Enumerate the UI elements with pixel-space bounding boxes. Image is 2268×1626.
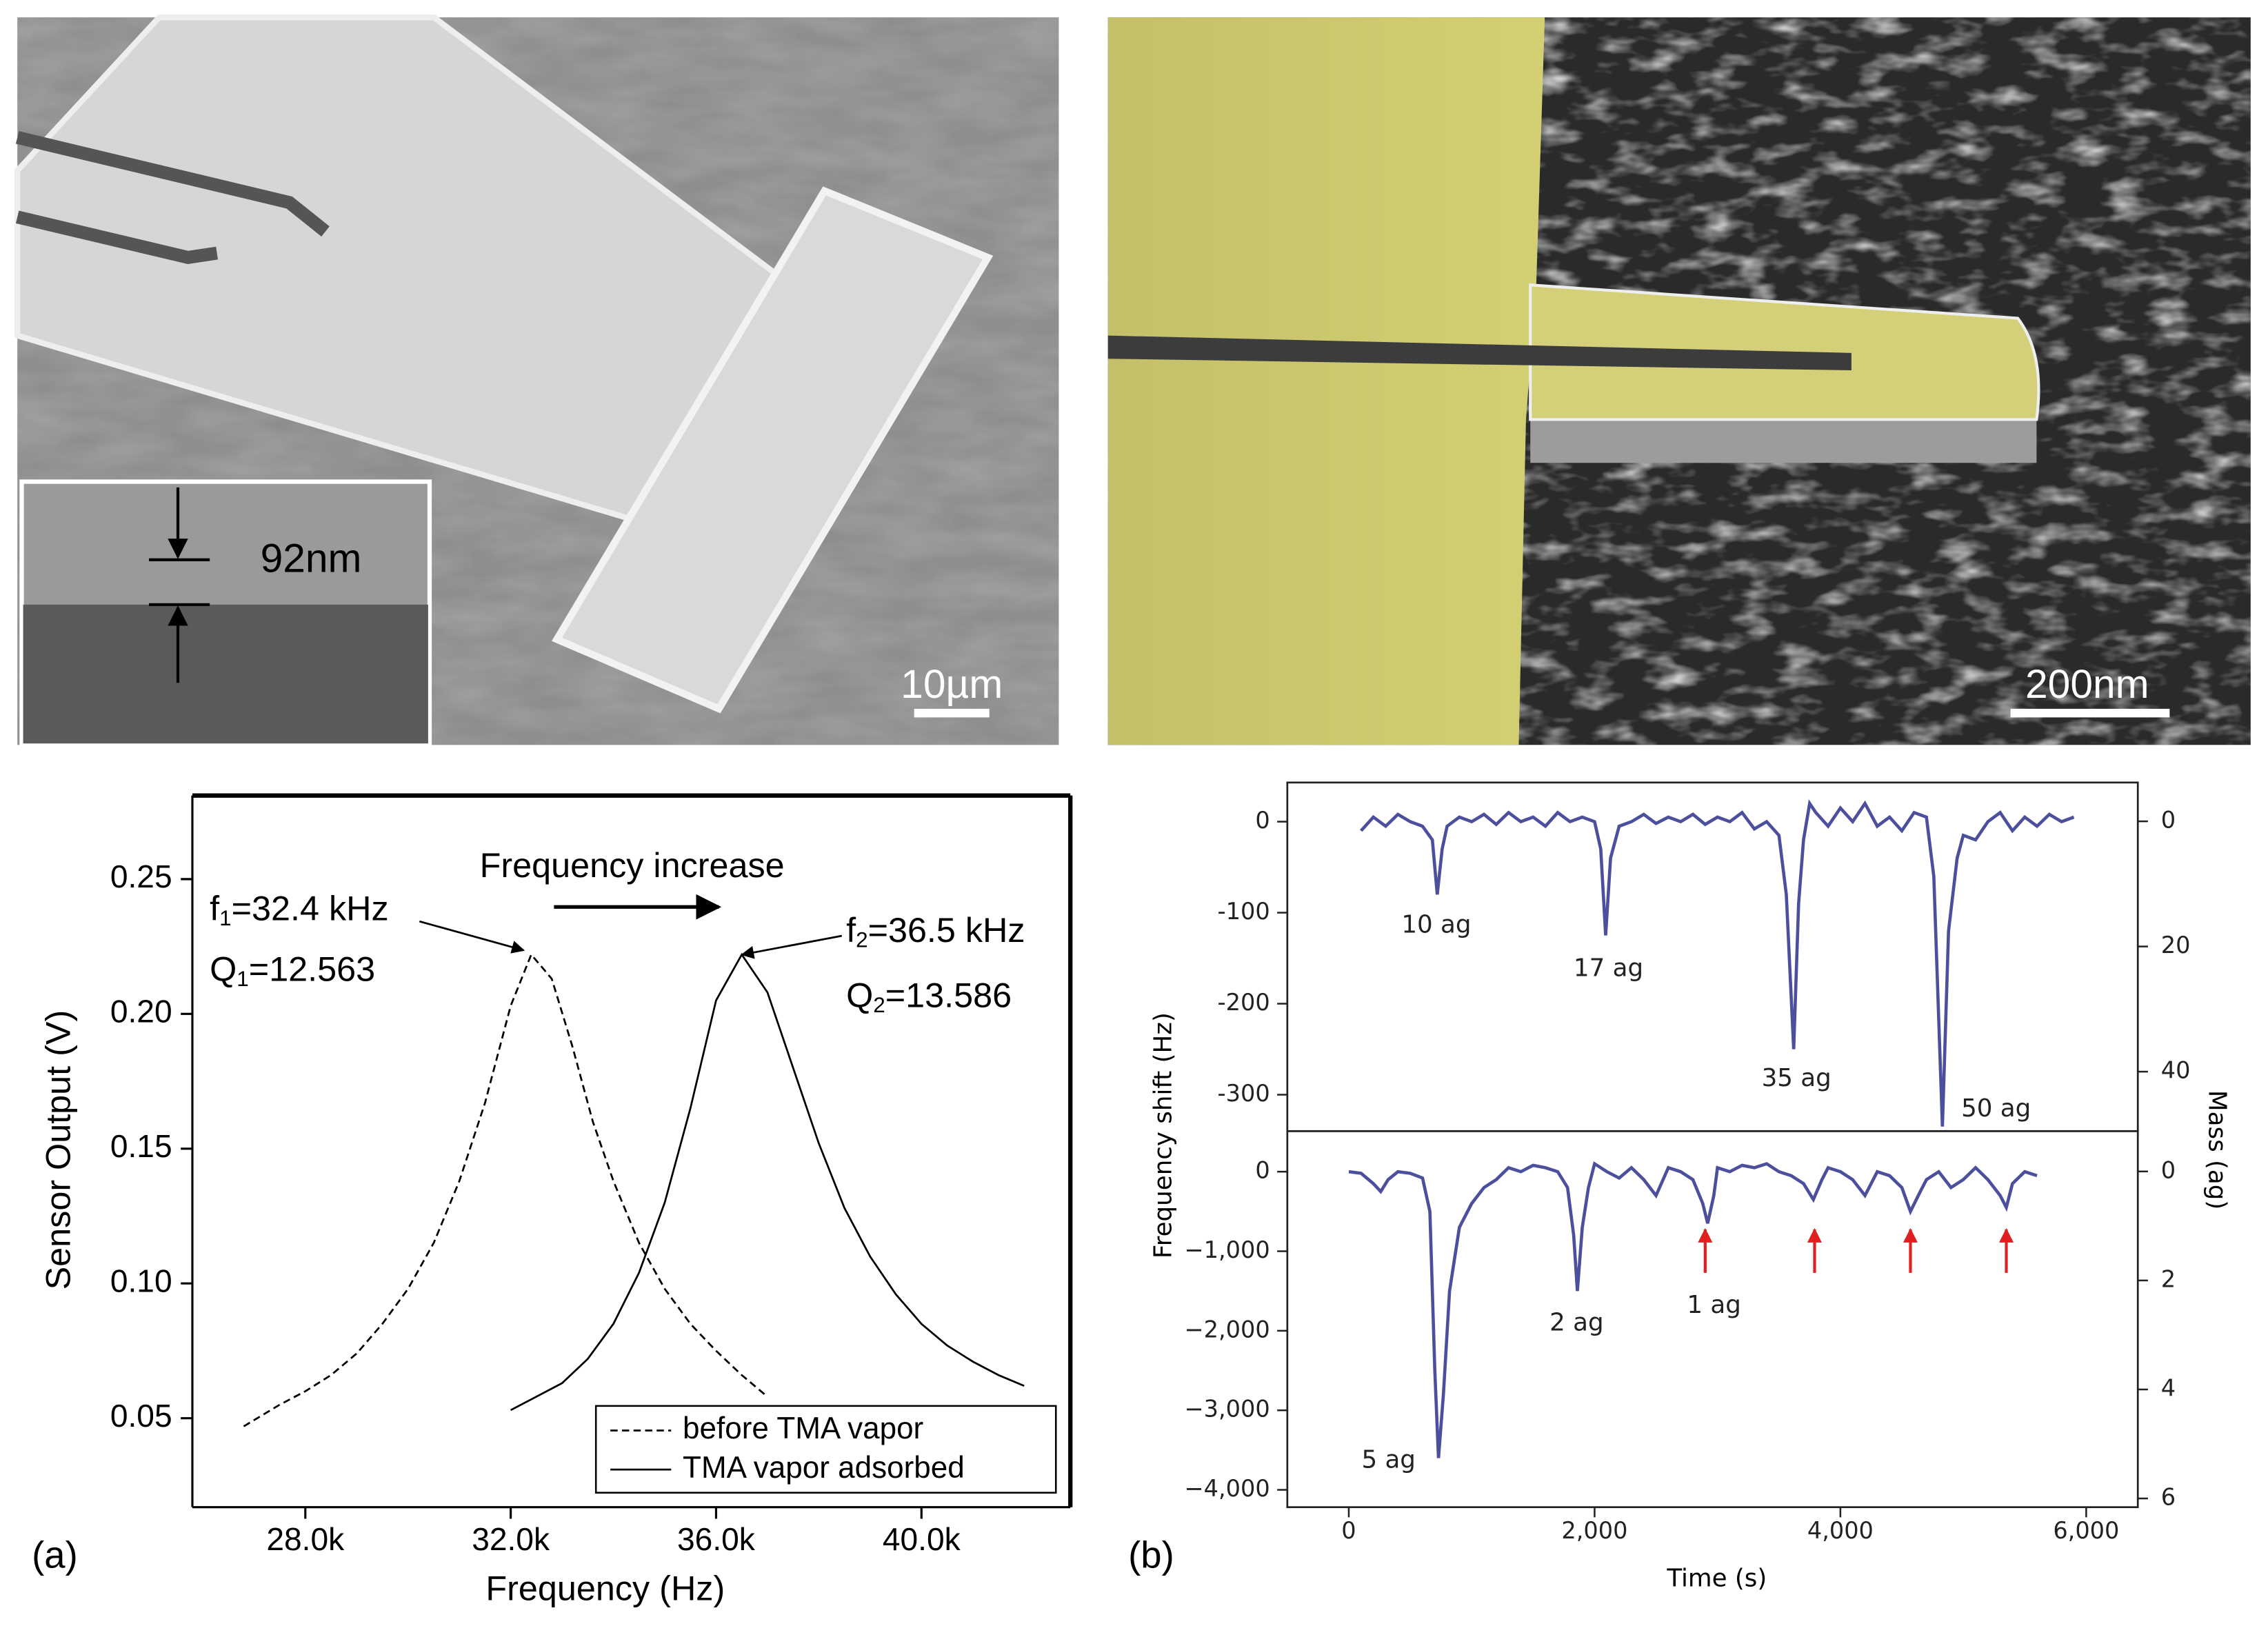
scale-bar-label: 200nm [2025,662,2149,707]
y2-tick-label: 6 [2161,1484,2176,1511]
data-line [1348,1161,2038,1458]
data-line [243,952,768,1427]
y2-tick-label: 20 [2161,932,2191,958]
x-tick-label: 0 [1341,1517,1356,1544]
peak-label: 5 ag [1361,1446,1415,1474]
y-tick-label: 0.10 [110,1263,172,1298]
sem-image-right: 200nm [1107,17,2251,745]
annotation-arrow [741,934,843,959]
y-tick-label: 0.25 [110,859,172,894]
y-tick-label: −1,000 [1185,1236,1270,1263]
x-tick-label: 40.0k [883,1521,961,1557]
y-tick-label: −3,000 [1185,1396,1270,1423]
y-tick-label: 0.05 [110,1398,172,1434]
peak-label: 50 ag [1961,1094,2031,1123]
x-tick-label: 28.0k [266,1521,345,1557]
panel-label: (b) [1128,1534,1174,1576]
annotation-part: =13.586 [885,976,1012,1015]
x-tick-label: 32.0k [472,1521,550,1557]
y2-tick-label: 40 [2161,1057,2191,1084]
peak-label: 2 ag [1549,1308,1603,1336]
annotation-part: f [210,889,220,928]
y-tick-label: −4,000 [1185,1475,1270,1502]
y-tick-label: 0.20 [110,994,172,1030]
legend-label: TMA vapor adsorbed [683,1451,965,1485]
scale-bar-label: 10µm [901,662,1003,707]
annotation-part: Q [846,976,873,1015]
annotation-subscript: 1 [219,906,232,930]
y-tick-label: 0 [1255,807,1270,834]
peak-label: 10 ag [1401,910,1471,939]
annotation: f1=32.4 kHz [210,889,389,931]
y2-tick-label: 4 [2161,1374,2176,1401]
inset-substrate [23,604,428,744]
annotation-arrow [419,920,525,954]
annotation-part: =32.4 kHz [232,889,389,928]
y-tick-label: −2,000 [1185,1316,1270,1343]
sem-image-left: 92nm 10µm [14,14,1059,747]
panel-label: (a) [32,1534,78,1576]
y-tick-label: 0 [1255,1157,1270,1184]
legend-label: before TMA vapor [683,1412,923,1445]
x-tick-label: 4,000 [1807,1517,1874,1544]
y2-tick-label: 0 [2161,1156,2176,1183]
annotation-part: =36.5 kHz [868,910,1025,950]
annotation-part: f [846,910,856,950]
slit [15,210,219,264]
y-tick-label: 0.15 [110,1128,172,1164]
annotation-subscript: 2 [873,993,885,1017]
x-axis-label: Time (s) [1666,1565,1767,1593]
data-line [510,952,1025,1412]
panel-frame [1286,1130,2139,1509]
y-tick-label: -200 [1218,989,1270,1016]
peak-label: 35 ag [1762,1064,1832,1092]
x-tick-label: 6,000 [2053,1517,2119,1544]
peak-label: 1 ag [1687,1291,1740,1319]
y-axis-label: Frequency shift (Hz) [1150,1012,1178,1258]
annotation: f2=36.5 kHz [846,910,1025,952]
y2-tick-label: 2 [2161,1265,2176,1292]
thickness-label: 92nm [261,536,362,581]
annotation-subscript: 1 [237,967,249,991]
annotation-part: =12.563 [249,950,375,989]
y2-tick-label: 0 [2161,807,2176,834]
y2-axis-label: Mass (ag) [2202,1090,2231,1210]
data-line [1360,799,2075,1127]
panel-frame [1286,781,2139,1132]
x-tick-label: 36.0k [677,1521,756,1557]
annotation: Q1=12.563 [210,950,375,992]
x-tick-label: 2,000 [1561,1517,1627,1544]
legend-box [594,1405,1057,1494]
annotation: Frequency increase [480,845,785,885]
y-tick-label: -100 [1218,898,1270,925]
annotation-subscript: 2 [856,928,868,952]
peak-label: 17 ag [1574,954,1643,982]
annotation: Q2=13.586 [846,976,1012,1018]
y-axis-label: Sensor Output (V) [38,1010,77,1290]
annotation-part: Q [210,950,237,989]
x-axis-label: Frequency (Hz) [485,1569,725,1608]
cantilever-head [551,186,994,714]
electrode [1107,17,1545,745]
slit [15,131,330,237]
y-tick-label: -300 [1218,1080,1270,1107]
